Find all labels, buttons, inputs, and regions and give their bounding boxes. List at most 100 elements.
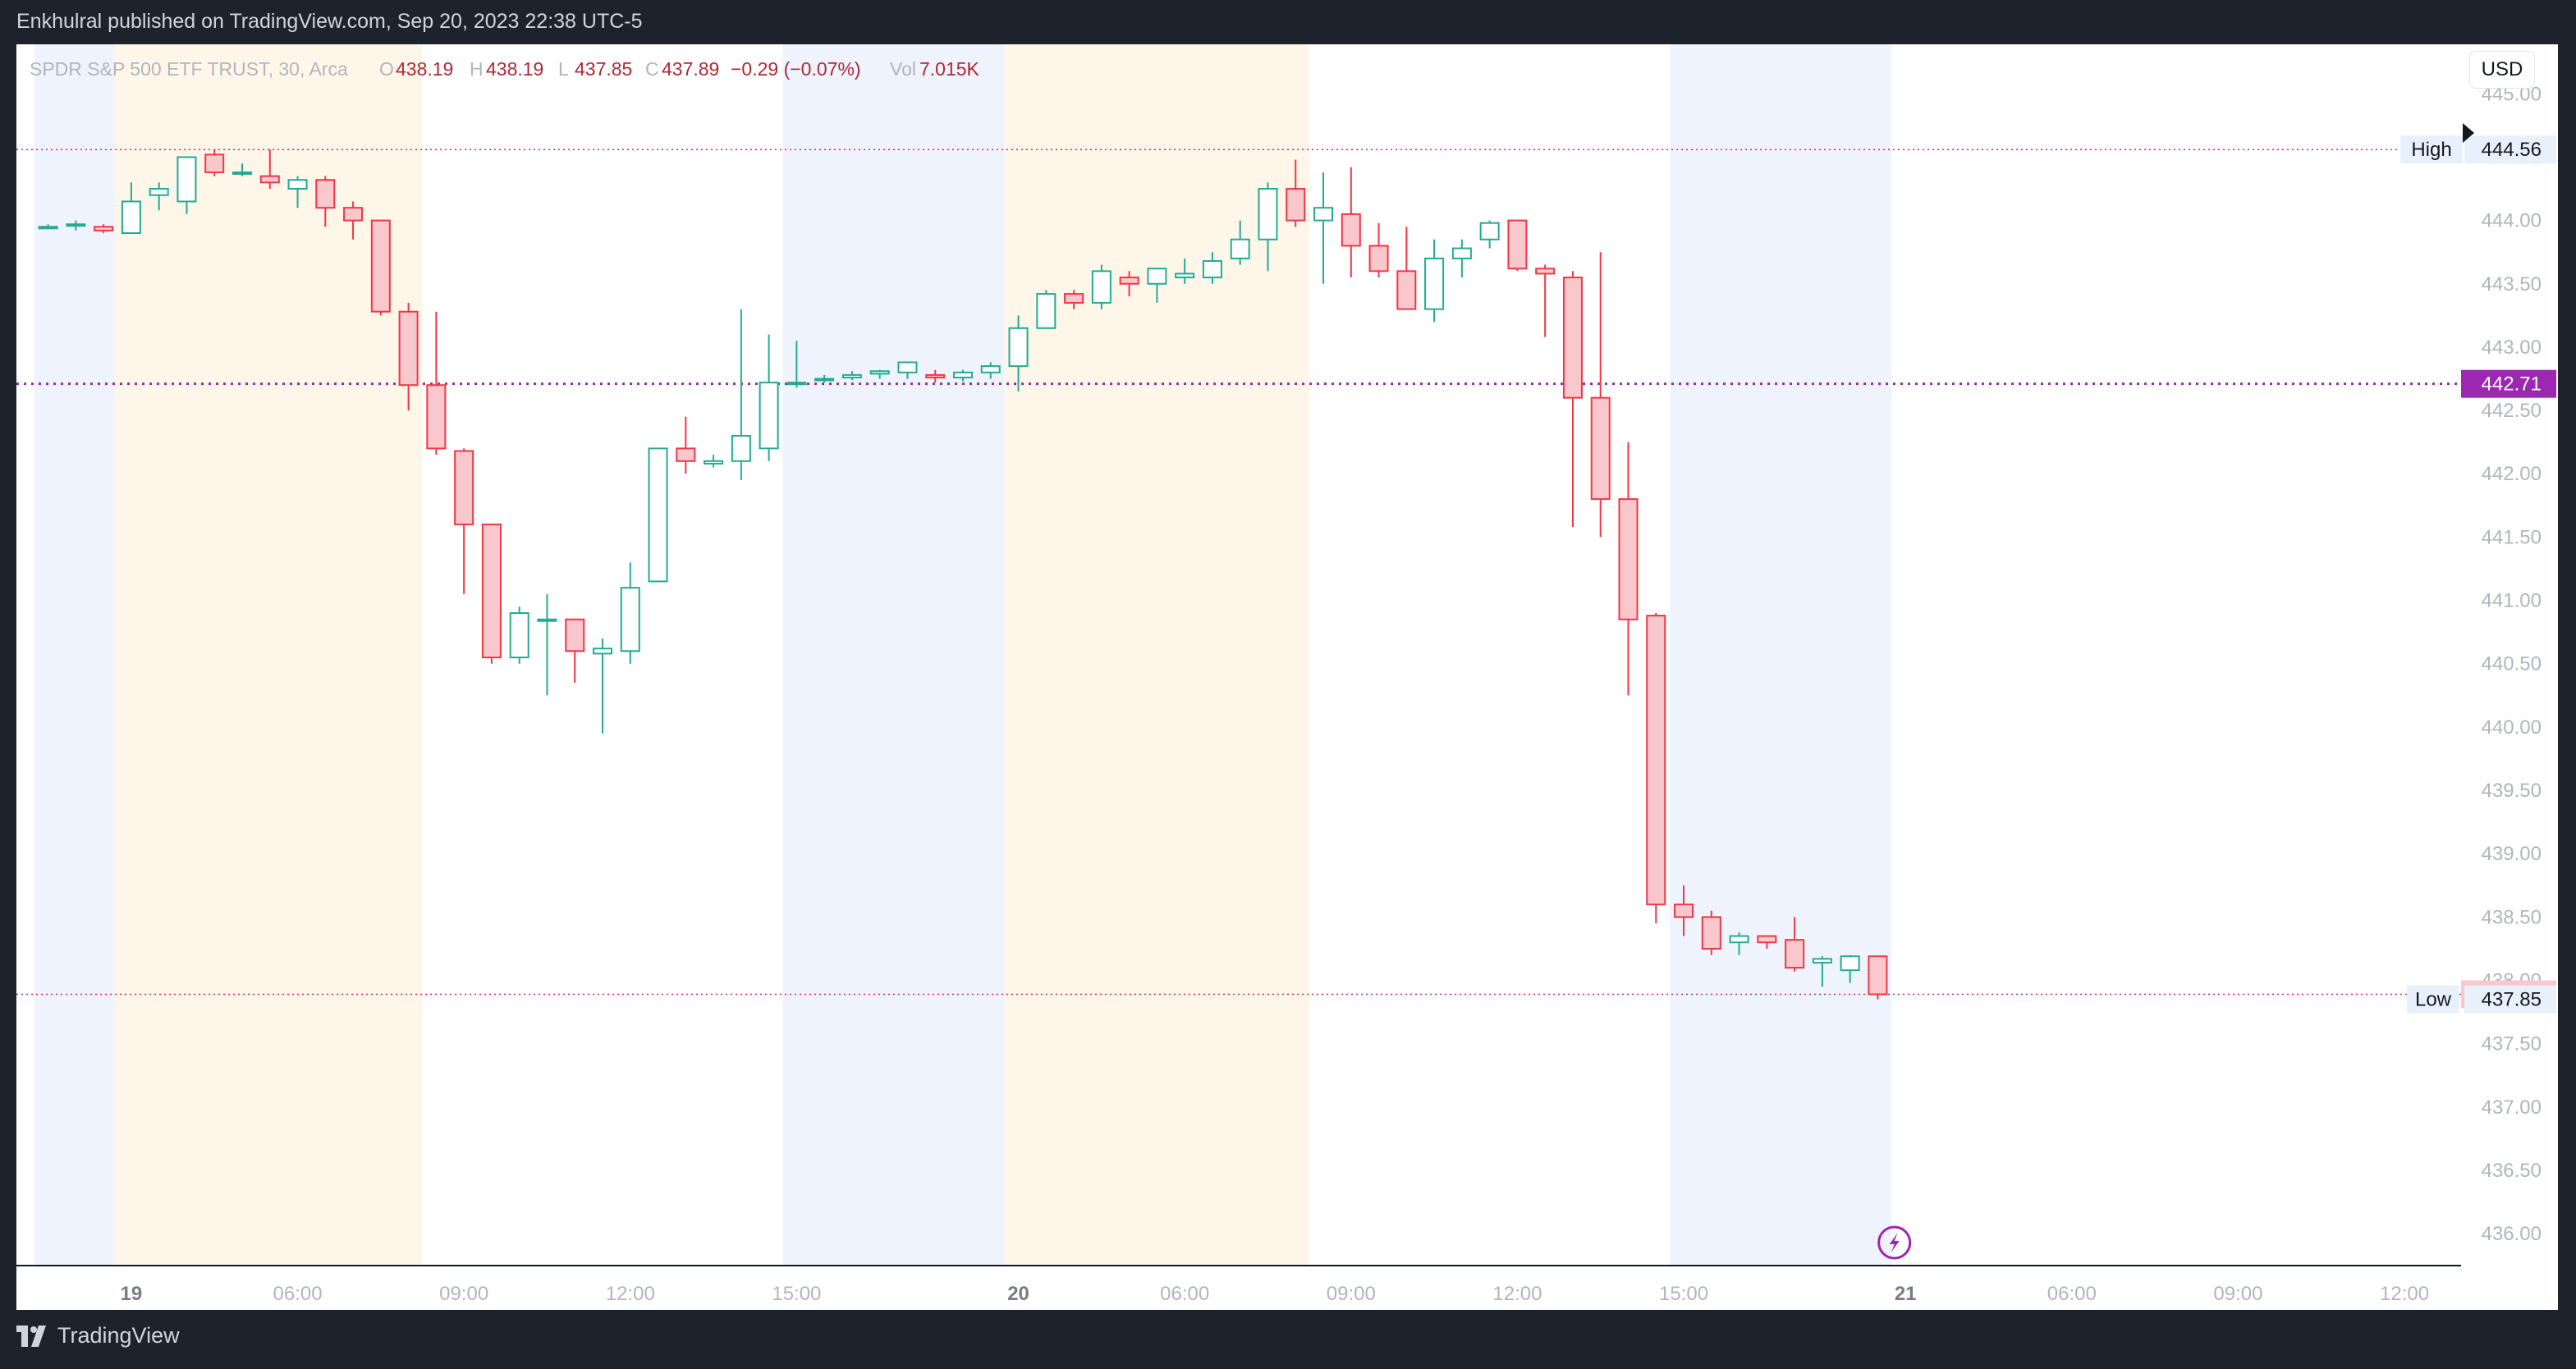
candle-body <box>1451 247 1472 259</box>
legend-change: −0.29 (−0.07%) <box>731 58 861 80</box>
candle-body <box>481 523 502 659</box>
candle-body <box>1674 903 1694 918</box>
candle-body <box>537 618 557 622</box>
lightning-icon <box>1877 1225 1912 1260</box>
candle-body <box>786 382 807 386</box>
x-tick-label: 12:00 <box>1492 1283 1542 1305</box>
chart-frame[interactable]: 445.00444.50444.00443.50443.00442.50442.… <box>16 44 2558 1310</box>
candle-body <box>509 611 529 659</box>
x-tick-label: 09:00 <box>439 1283 488 1305</box>
candle-body <box>1258 188 1278 240</box>
tradingview-logo-icon[interactable] <box>16 1325 49 1347</box>
candle-body <box>1147 268 1167 285</box>
y-tick-label: 440.00 <box>2482 717 2542 739</box>
candle-body <box>1368 245 1389 272</box>
session-band-pre <box>1670 44 1892 1266</box>
candle-body <box>1064 293 1084 304</box>
y-tick-label: 442.00 <box>2482 463 2542 485</box>
x-axis-band <box>16 1266 2558 1310</box>
candle-body <box>1785 939 1805 969</box>
x-tick-label: 09:00 <box>1327 1283 1376 1305</box>
price-value-label: 437.85 <box>2482 989 2542 1011</box>
x-tick-label: 15:00 <box>772 1283 821 1305</box>
candle-body <box>648 447 668 583</box>
session-band-pre <box>34 44 115 1266</box>
candle-body <box>1286 188 1306 222</box>
legend-o-label: O <box>379 58 394 80</box>
legend-l-value: 437.85 <box>575 58 632 80</box>
x-tick-label: 12:00 <box>606 1283 655 1305</box>
session-band-post <box>1004 44 1310 1266</box>
legend-l-label: L <box>558 58 569 80</box>
legend-o-value: 438.19 <box>396 58 453 80</box>
candle-body <box>1757 935 1777 944</box>
candle-body <box>1202 259 1222 279</box>
y-tick-label: 439.50 <box>2482 780 2542 802</box>
y-tick-label: 436.00 <box>2482 1223 2542 1245</box>
y-tick-label: 442.50 <box>2482 400 2542 422</box>
candle-body <box>343 207 364 222</box>
candle-body <box>231 171 252 175</box>
candle-body <box>176 156 197 203</box>
price-value-bg <box>2464 985 2556 1014</box>
price-value-label: 442.71 <box>2482 373 2542 396</box>
footer-brand[interactable]: TradingView <box>57 1323 180 1348</box>
candle-body <box>1341 213 1361 247</box>
currency-button[interactable]: USD <box>2469 51 2535 89</box>
candle-body <box>1646 615 1666 905</box>
candle-body <box>454 450 474 525</box>
candle-body <box>1119 277 1139 285</box>
candle-body <box>676 447 696 462</box>
x-tick-label: 06:00 <box>1160 1283 1209 1305</box>
price-tag-label: High <box>2411 139 2451 161</box>
candle-body <box>38 226 58 230</box>
y-tick-label: 437.50 <box>2482 1033 2542 1055</box>
y-tick-label: 436.50 <box>2482 1160 2542 1182</box>
y-tick-label: 438.50 <box>2482 906 2542 928</box>
legend-h-value: 438.19 <box>486 58 543 80</box>
candle-body <box>731 434 751 462</box>
candle-body <box>565 618 585 652</box>
legend-c-label: C <box>645 58 659 80</box>
legend-h-label: H <box>470 58 484 80</box>
candle-body <box>1868 955 1888 996</box>
candle-body <box>1562 277 1583 399</box>
candle-body <box>121 200 141 235</box>
x-tick-label: 21 <box>1895 1283 1917 1305</box>
candle-body <box>1590 396 1611 501</box>
candle-body <box>953 371 974 378</box>
candlestick-chart[interactable]: 445.00444.50444.00443.50443.00442.50442.… <box>16 44 2558 1310</box>
candle-body <box>841 373 862 378</box>
candle-body <box>620 587 640 652</box>
x-tick-label: 20 <box>1007 1283 1029 1305</box>
candle-body <box>1008 327 1029 368</box>
candle-body <box>704 460 724 465</box>
x-tick-label: 06:00 <box>2047 1283 2097 1305</box>
scale-arrow-icon <box>2463 123 2474 143</box>
candle-body <box>1535 268 1556 275</box>
candle-body <box>426 384 447 450</box>
y-tick-label: 441.00 <box>2482 590 2542 612</box>
legend-vol-label: Vol <box>890 58 916 80</box>
candle-body <box>1812 958 1832 964</box>
y-tick-label: 444.00 <box>2482 210 2542 232</box>
candle-body <box>593 648 612 655</box>
candle-body <box>1424 257 1445 310</box>
y-tick-label: 437.00 <box>2482 1097 2542 1119</box>
y-tick-label: 443.00 <box>2482 337 2542 359</box>
candle-body <box>149 188 169 196</box>
price-value-label: 444.56 <box>2482 139 2542 161</box>
x-tick-label: 12:00 <box>2380 1283 2429 1305</box>
x-tick-label: 06:00 <box>273 1283 322 1305</box>
candle-body <box>259 175 280 184</box>
legend-symbol: SPDR S&P 500 ETF TRUST, 30, Arca <box>30 58 348 80</box>
session-band-pre <box>782 44 1005 1266</box>
candle-body <box>1091 270 1112 304</box>
x-tick-label: 15:00 <box>1659 1283 1708 1305</box>
candle-body <box>204 153 225 173</box>
y-tick-label: 441.50 <box>2482 526 2542 548</box>
y-tick-label: 439.00 <box>2482 843 2542 865</box>
price-tag-bg <box>2400 135 2463 164</box>
candle-body <box>1701 916 1721 950</box>
candle-body <box>814 378 835 382</box>
